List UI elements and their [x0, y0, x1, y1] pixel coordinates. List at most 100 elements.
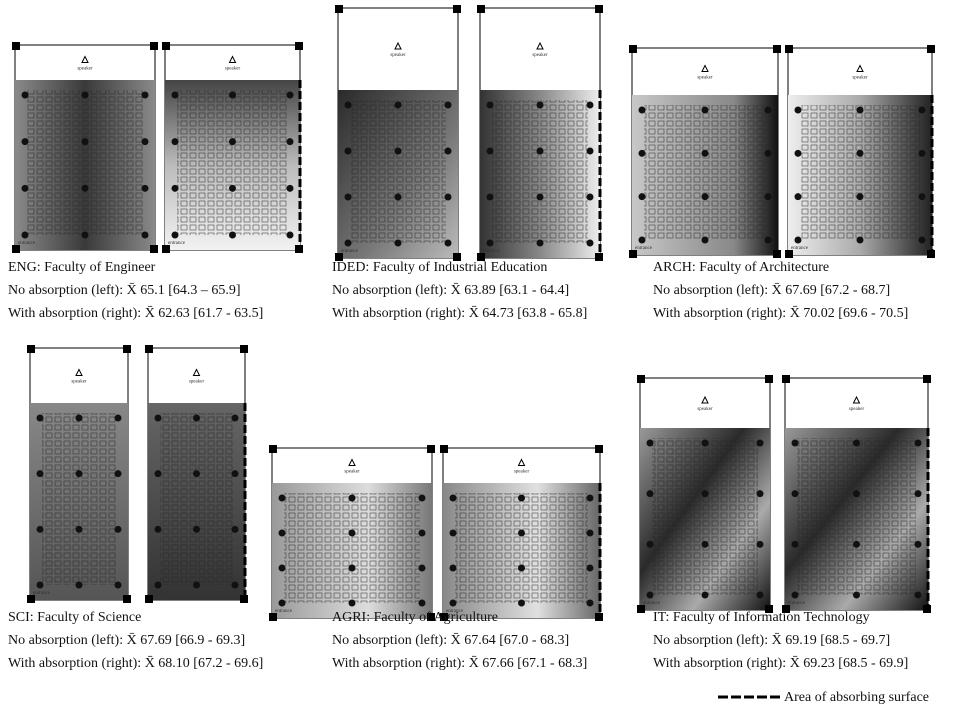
column — [647, 440, 654, 447]
caption-no-absorption: No absorption (left): X̄ 63.89 [63.1 - 6… — [332, 282, 569, 298]
column — [537, 148, 544, 155]
column — [172, 232, 179, 239]
column — [445, 194, 452, 201]
column — [229, 232, 236, 239]
seating — [350, 100, 446, 243]
column — [76, 526, 83, 533]
column — [419, 565, 426, 572]
column — [765, 237, 772, 244]
wall-pillar — [453, 5, 461, 13]
column — [487, 240, 494, 247]
column — [537, 102, 544, 109]
column — [647, 592, 654, 599]
column — [445, 102, 452, 109]
wall-pillar — [427, 445, 435, 453]
wall-pillar — [782, 375, 790, 383]
speaker-label: speaker — [697, 407, 713, 412]
column — [395, 102, 402, 109]
column — [587, 495, 594, 502]
column — [518, 495, 525, 502]
column — [395, 148, 402, 155]
column — [587, 600, 594, 607]
wall-pillar — [162, 245, 170, 253]
column — [76, 582, 83, 589]
wall-pillar — [637, 375, 645, 383]
column — [587, 240, 594, 247]
wall-pillar — [162, 42, 170, 50]
wall-pillar — [927, 45, 935, 53]
column — [919, 193, 926, 200]
column — [287, 185, 294, 192]
column — [37, 582, 44, 589]
column — [193, 470, 200, 477]
column — [193, 526, 200, 533]
column — [919, 237, 926, 244]
column — [279, 530, 286, 537]
column — [647, 541, 654, 548]
column — [279, 600, 286, 607]
column — [419, 600, 426, 607]
column — [232, 526, 239, 533]
speaker-label: speaker — [514, 470, 530, 475]
column — [702, 237, 709, 244]
caption-title: AGRI: Faculty of Agriculture — [332, 610, 498, 625]
wall-pillar — [637, 605, 645, 613]
column — [349, 495, 356, 502]
speaker-label: speaker — [849, 407, 865, 412]
column — [587, 530, 594, 537]
column — [37, 526, 44, 533]
entrance-label: entrance — [341, 249, 359, 254]
caption-with-absorption: With absorption (right): X̄ 64.73 [63.8 … — [332, 305, 587, 321]
column — [419, 495, 426, 502]
entrance-label: entrance — [788, 601, 806, 606]
column — [142, 138, 149, 145]
column — [853, 490, 860, 497]
speaker-label: speaker — [852, 76, 868, 81]
seating — [800, 105, 920, 240]
wall-pillar — [629, 250, 637, 258]
wall-pillar — [27, 595, 35, 603]
caption-title: SCI: Faculty of Science — [8, 610, 141, 625]
column — [919, 107, 926, 114]
speaker-label: speaker — [532, 53, 548, 58]
column — [765, 193, 772, 200]
wall-pillar — [785, 250, 793, 258]
column — [229, 185, 236, 192]
column — [702, 107, 709, 114]
column — [450, 600, 457, 607]
seating — [797, 438, 916, 595]
column — [587, 194, 594, 201]
column — [919, 150, 926, 157]
column — [345, 194, 352, 201]
column — [349, 565, 356, 572]
column — [853, 541, 860, 548]
speaker-label: speaker — [390, 53, 406, 58]
column — [587, 102, 594, 109]
caption-with-absorption: With absorption (right): X̄ 70.02 [69.6 … — [653, 305, 908, 321]
seating — [652, 438, 758, 595]
column — [765, 150, 772, 157]
seating — [177, 90, 288, 235]
column — [345, 102, 352, 109]
wall-pillar — [150, 245, 158, 253]
column — [229, 92, 236, 99]
wall-pillar — [595, 445, 603, 453]
wall-pillar — [785, 45, 793, 53]
column — [155, 582, 162, 589]
column — [172, 92, 179, 99]
wall-pillar — [440, 445, 448, 453]
column — [518, 565, 525, 572]
column — [142, 92, 149, 99]
wall-pillar — [123, 345, 131, 353]
legend-text: Area of absorbing surface — [784, 690, 929, 705]
column — [287, 92, 294, 99]
caption-with-absorption: With absorption (right): X̄ 68.10 [67.2 … — [8, 655, 263, 671]
caption-no-absorption: No absorption (left): X̄ 69.19 [68.5 - 6… — [653, 632, 890, 648]
column — [795, 107, 802, 114]
column — [518, 530, 525, 537]
column — [82, 138, 89, 145]
column — [172, 185, 179, 192]
